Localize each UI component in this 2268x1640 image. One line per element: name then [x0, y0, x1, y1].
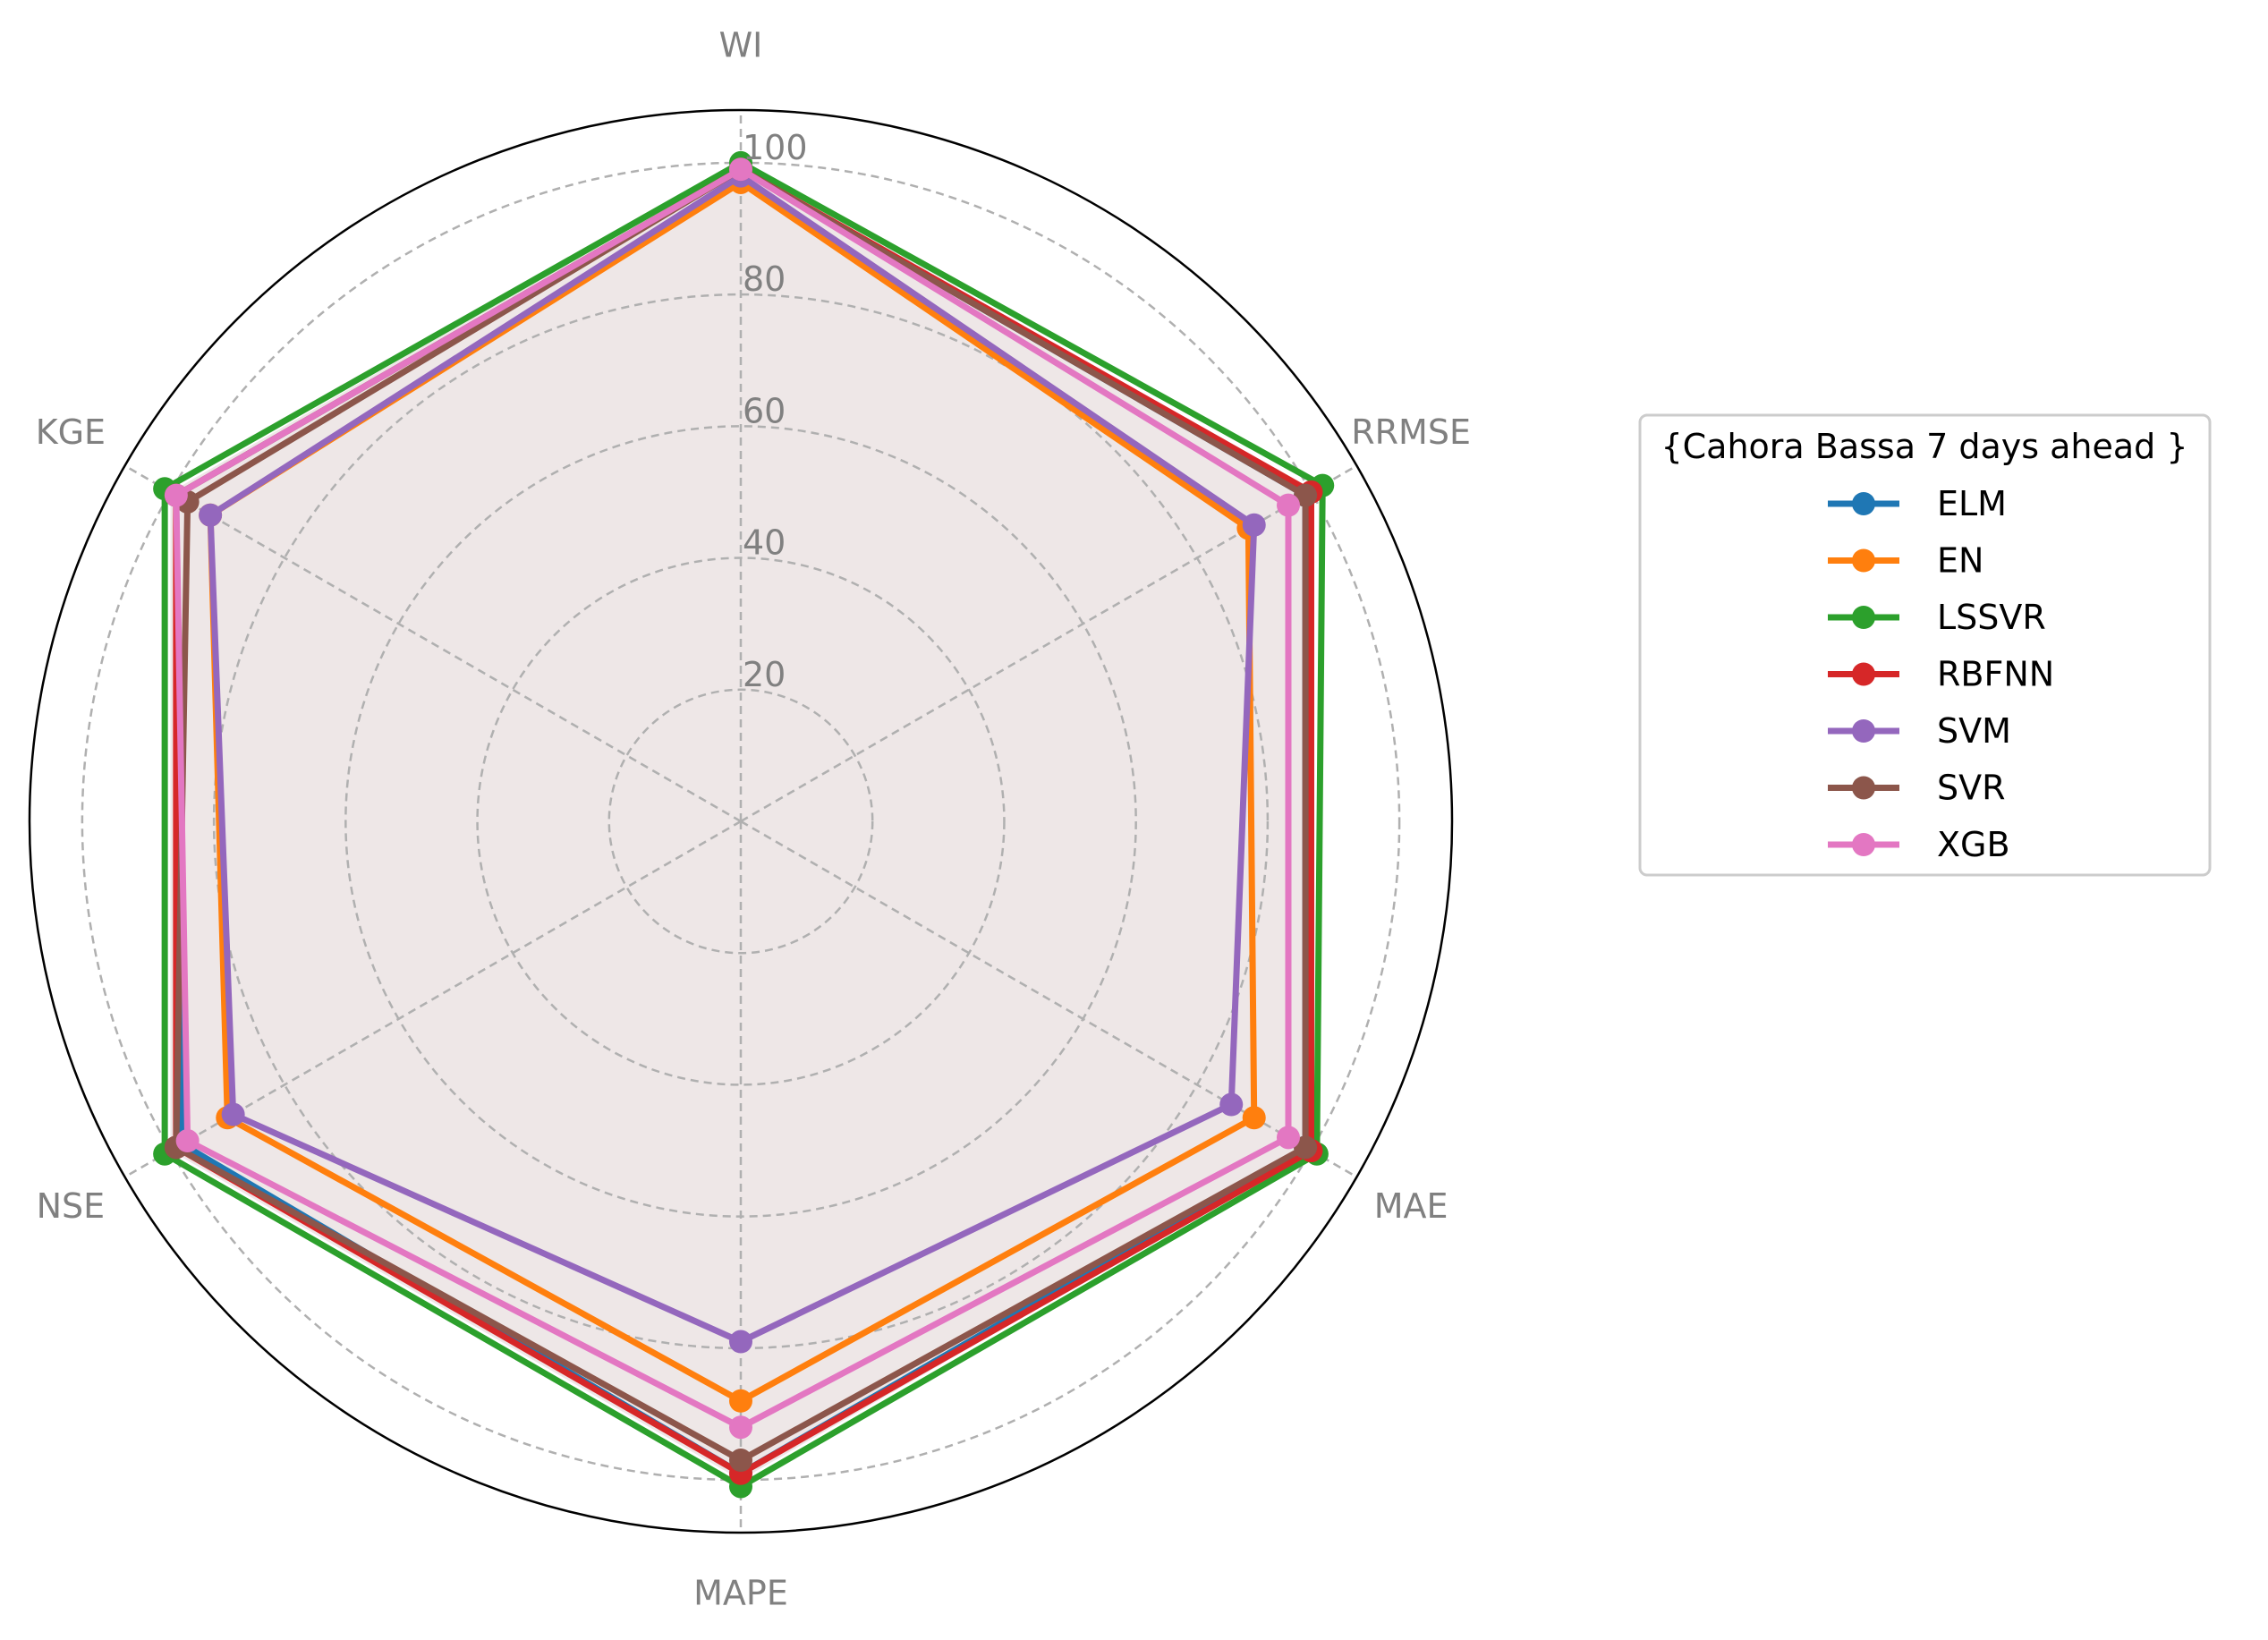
tick-label-layer: 20 40 60 80 100: [743, 128, 808, 694]
data-point: [729, 1389, 752, 1413]
legend-label: XGB: [1937, 825, 2010, 864]
legend-entry-lssvr: LSSVR: [1828, 598, 2046, 637]
series-xgb: [164, 157, 1300, 1440]
legend-label: LSSVR: [1937, 598, 2046, 637]
legend-marker: [1852, 606, 1875, 629]
legend-entry-svr: SVR: [1828, 769, 2006, 808]
tick-label: 80: [743, 259, 786, 299]
series-svm: [199, 164, 1266, 1354]
tick-label: 60: [743, 391, 786, 430]
data-point: [1276, 1126, 1300, 1150]
legend-label: SVM: [1937, 711, 2011, 751]
data-point: [729, 1415, 752, 1440]
legend-marker: [1852, 548, 1875, 573]
legend-marker: [1852, 776, 1875, 800]
axis-label-rrmse: RRMSE: [1351, 412, 1471, 452]
data-point: [1242, 1106, 1266, 1130]
grid-circle: [476, 557, 1006, 1086]
axis-label-layer: WI RRMSE MAE MAPE NSE KGE: [36, 26, 1471, 1613]
outer-frame-layer: [28, 108, 1454, 1534]
legend-entries: ELM EN LSSVR RBFNN SVM SVR XGB: [1828, 484, 2054, 864]
axis-label-mae: MAE: [1374, 1186, 1448, 1226]
legend-label: ELM: [1937, 484, 2007, 523]
legend-frame: [1638, 413, 2212, 877]
data-point: [164, 483, 188, 507]
tick-label: 20: [743, 655, 786, 694]
data-point: [175, 1129, 200, 1153]
data-point: [1294, 483, 1318, 507]
legend-label: SVR: [1937, 769, 2006, 808]
axis-label-mape: MAPE: [693, 1574, 788, 1613]
series-layer: [153, 150, 1335, 1499]
legend-marker: [1852, 492, 1875, 515]
data-point: [729, 1449, 752, 1473]
legend-title: {Cahora Bassa 7 days ahead }: [1661, 427, 2187, 466]
tick-label: 40: [743, 523, 786, 563]
data-point: [729, 157, 752, 182]
axis-label-kge: KGE: [36, 412, 106, 452]
legend-marker: [1852, 662, 1875, 686]
data-point: [1219, 1092, 1244, 1117]
legend-label: EN: [1937, 541, 1983, 581]
axis-label-nse: NSE: [37, 1186, 106, 1226]
data-point: [221, 1102, 245, 1126]
data-point: [1242, 513, 1266, 537]
legend: {Cahora Bassa 7 days ahead } ELM EN LSSVR R…: [1638, 413, 2212, 877]
data-point: [1294, 1135, 1318, 1160]
tick-label: 100: [743, 128, 808, 167]
grid-circle: [212, 293, 1270, 1350]
legend-entry-xgb: XGB: [1828, 825, 2010, 864]
legend-marker: [1852, 719, 1875, 743]
data-point: [199, 503, 223, 527]
legend-label: RBFNN: [1937, 655, 2054, 694]
data-point: [1276, 493, 1300, 517]
legend-entry-elm: ELM: [1828, 484, 2007, 523]
grid-circle: [607, 688, 874, 955]
outer-frame: [28, 108, 1454, 1534]
axis-label-wi: WI: [719, 26, 763, 65]
legend-entry-en: EN: [1828, 541, 1983, 581]
data-point: [729, 1330, 752, 1354]
grid-spoke: [123, 464, 742, 823]
legend-entry-rbfnn: RBFNN: [1828, 655, 2054, 694]
legend-marker: [1852, 833, 1875, 856]
legend-entry-svm: SVM: [1828, 711, 2011, 751]
